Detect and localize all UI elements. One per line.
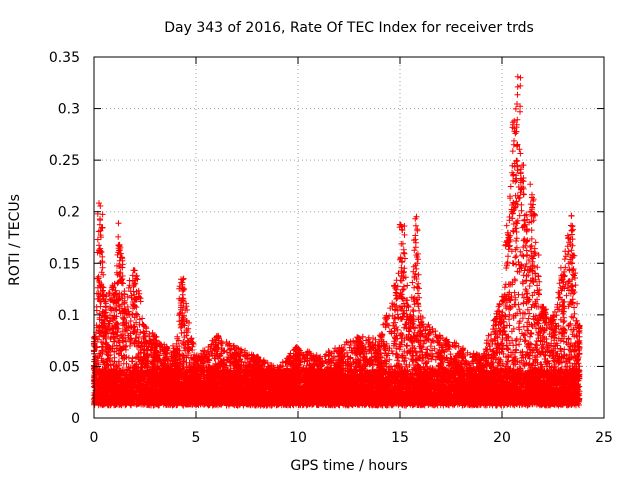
chart-title: Day 343 of 2016, Rate Of TEC Index for r… xyxy=(164,20,534,36)
plot-frame xyxy=(93,56,605,419)
roti-points xyxy=(91,73,583,409)
y-tick-label: 0.1 xyxy=(58,308,80,324)
y-tick-label: 0.2 xyxy=(58,205,80,221)
y-tick-label: 0.25 xyxy=(49,153,80,169)
y-tick-label: 0.3 xyxy=(58,102,80,118)
x-axis-title: GPS time / hours xyxy=(290,458,407,474)
y-axis-title: ROTI / TECUs xyxy=(7,194,23,286)
y-tick-label: 0.05 xyxy=(49,359,80,375)
x-tick-label: 20 xyxy=(493,430,511,446)
x-tick-label: 15 xyxy=(391,430,409,446)
x-tick-label: 25 xyxy=(595,430,613,446)
tick-labels: 0 5 10 15 20 25 0 0.05 0.1 0.15 0.2 0.25 0.3 0.35 xyxy=(49,50,613,446)
x-tick-label: 0 xyxy=(90,430,99,446)
x-tick-label: 10 xyxy=(289,430,307,446)
axes xyxy=(93,56,605,419)
data-points xyxy=(91,73,583,409)
y-tick-label: 0.35 xyxy=(49,50,80,66)
y-tick-label: 0.15 xyxy=(49,256,80,272)
y-tick-label: 0 xyxy=(71,411,80,427)
x-tick-label: 5 xyxy=(192,430,201,446)
